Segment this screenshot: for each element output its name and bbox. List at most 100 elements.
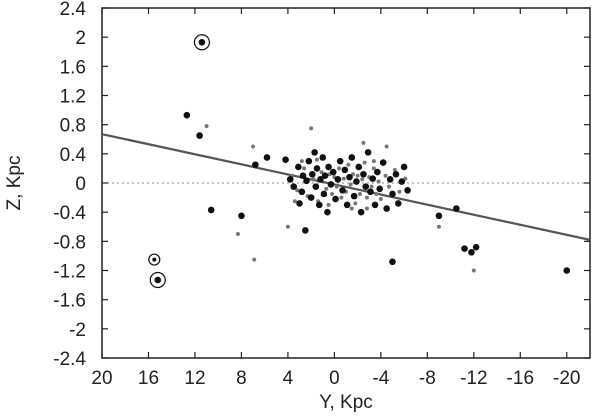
data-point-small-gray [397, 189, 402, 194]
data-point-small-gray [348, 182, 353, 187]
x-tick-label: -20 [553, 368, 580, 389]
x-tick-label: 8 [236, 368, 247, 389]
data-point-large-black [320, 190, 328, 198]
data-point-small-gray [371, 166, 376, 171]
data-point-small-gray [361, 140, 366, 145]
data-point-large-black [303, 177, 310, 185]
data-point-small-gray [386, 184, 391, 189]
data-point-large-black [313, 165, 321, 172]
data-point-small-gray [364, 206, 369, 211]
y-tick-label: -1.2 [53, 262, 86, 283]
data-point-small-gray [392, 167, 397, 172]
data-point-small-gray [349, 206, 354, 211]
data-point-small-gray [360, 177, 365, 182]
data-point-small-gray [339, 195, 344, 200]
data-point-large-black [355, 163, 363, 171]
data-point-large-black [472, 243, 480, 251]
data-point-large-black [343, 201, 351, 209]
fit-line [101, 133, 591, 241]
data-point-small-gray [346, 162, 351, 167]
data-point-large-black [360, 170, 367, 178]
data-point-small-gray [251, 144, 256, 149]
y-tick-label: 2 [75, 28, 86, 49]
data-point-small-gray [374, 191, 379, 196]
data-point-large-black [339, 186, 346, 194]
data-point-large-black [327, 181, 335, 188]
data-point-large-black [312, 183, 320, 190]
circled-data-point [198, 38, 206, 46]
data-point-large-black [332, 195, 339, 203]
data-point-large-black [386, 176, 394, 183]
data-point-large-black [435, 212, 443, 220]
data-point-small-gray [357, 191, 362, 196]
plot-frame [101, 7, 591, 359]
data-point-large-black [461, 245, 468, 252]
y-tick-label: 0.4 [60, 145, 87, 166]
data-point-large-black [319, 154, 327, 161]
data-point-large-black [315, 201, 323, 209]
data-point-large-black [563, 267, 571, 274]
data-point-large-black [398, 178, 406, 185]
data-point-large-black [317, 176, 324, 183]
data-point-large-black [329, 168, 337, 176]
circled-data-point [152, 257, 157, 262]
data-point-small-gray [319, 170, 324, 175]
data-point-small-gray [334, 184, 339, 189]
data-point-small-gray [341, 176, 346, 181]
data-point-small-gray [252, 257, 257, 262]
y-tick-label: -1.6 [53, 291, 86, 312]
data-point-small-gray [369, 184, 374, 189]
y-tick-label: 1.2 [60, 87, 86, 108]
data-point-small-gray [362, 160, 367, 165]
data-point-large-black [298, 188, 306, 196]
data-point-large-black [295, 163, 302, 171]
x-axis-label: Y, Kpc [319, 392, 373, 413]
data-point-large-black [357, 208, 365, 216]
data-point-large-black [389, 258, 396, 266]
circled-data-point [154, 276, 162, 284]
data-point-large-black [468, 248, 475, 256]
y-tick-label: 0 [75, 174, 86, 195]
data-point-large-black [183, 111, 191, 119]
data-point-large-black [302, 227, 309, 234]
data-point-large-black [383, 205, 390, 212]
data-point-small-gray [204, 124, 209, 129]
data-point-small-gray [355, 173, 360, 178]
data-point-large-black [196, 132, 203, 139]
data-point-small-gray [471, 268, 476, 273]
data-point-large-black [341, 166, 349, 174]
data-point-large-black [379, 159, 387, 166]
data-point-small-gray [292, 199, 297, 204]
data-point-large-black [299, 172, 307, 180]
data-point-small-gray [383, 173, 388, 178]
y-tick-label: 0.8 [60, 116, 86, 137]
y-axis-label: Z, Kpc [4, 156, 25, 211]
data-point-small-gray [314, 157, 319, 162]
y-tick-label: -2 [69, 320, 86, 341]
data-point-large-black [376, 185, 383, 193]
data-point-large-black [324, 208, 331, 216]
data-point-large-black [369, 175, 377, 182]
data-point-small-gray [371, 159, 376, 164]
data-point-large-black [400, 163, 408, 171]
y-tick-label: 2.4 [60, 0, 87, 20]
data-point-large-black [367, 188, 374, 196]
data-point-large-black [346, 173, 353, 181]
data-point-small-gray [378, 197, 383, 202]
data-point-small-gray [353, 201, 358, 206]
data-point-large-black [311, 149, 318, 156]
data-point-large-black [362, 183, 370, 190]
data-point-small-gray [384, 144, 389, 149]
fit-line-layer [101, 133, 591, 241]
data-point-large-black [371, 201, 379, 209]
data-point-large-black [290, 183, 298, 190]
x-tick-label: 12 [184, 368, 205, 389]
data-point-large-black [353, 178, 360, 185]
data-point-small-gray [326, 202, 331, 207]
y-tick-label: -0.4 [53, 203, 86, 224]
data-point-large-black [392, 170, 400, 178]
y-tick-label: -0.8 [53, 232, 86, 253]
data-point-large-black [394, 200, 402, 207]
data-point-small-gray [376, 179, 381, 184]
